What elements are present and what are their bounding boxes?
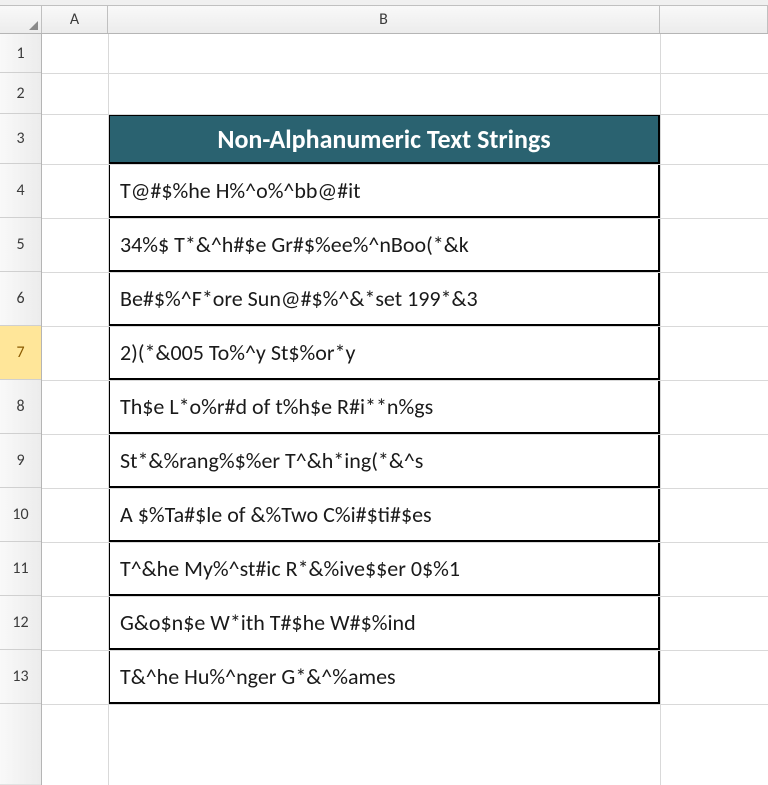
table-row[interactable]: Th$e L*o%r#d of t%h$e R#i**n%gs	[108, 380, 660, 434]
row-header-11[interactable]: 11	[0, 542, 41, 596]
table-header-cell[interactable]: Non-Alphanumeric Text Strings	[108, 114, 660, 164]
table-row[interactable]: G&o$n$e W*ith T#$he W#$%ind	[108, 596, 660, 650]
row-header-3[interactable]: 3	[0, 114, 41, 164]
row-header-10[interactable]: 10	[0, 488, 41, 542]
gridline	[42, 380, 768, 381]
row-header-2[interactable]: 2	[0, 73, 41, 114]
row-header-13[interactable]: 13	[0, 650, 41, 704]
row-header-4[interactable]: 4	[0, 164, 41, 218]
table-row[interactable]: T@#$%he H%^o%^bb@#it	[108, 164, 660, 218]
gridline	[42, 326, 768, 327]
table-row[interactable]: Be#$%^F*ore Sun@#$%^&*set 199*&3	[108, 272, 660, 326]
row-header-6[interactable]: 6	[0, 272, 41, 326]
row-header-pad	[0, 704, 41, 785]
column-header-A[interactable]: A	[42, 6, 108, 33]
row-header-strip: 12345678910111213	[0, 34, 42, 785]
gridline	[42, 434, 768, 435]
row-header-12[interactable]: 12	[0, 596, 41, 650]
gridline	[42, 704, 768, 705]
gridline	[42, 542, 768, 543]
column-header-B[interactable]: B	[108, 6, 660, 33]
row-header-8[interactable]: 8	[0, 380, 41, 434]
gridline	[42, 114, 768, 115]
select-all-corner[interactable]	[0, 6, 42, 33]
row-header-9[interactable]: 9	[0, 434, 41, 488]
gridline	[42, 650, 768, 651]
gridline	[42, 488, 768, 489]
gridline	[42, 272, 768, 273]
spreadsheet-view: A B 12345678910111213 Non-Alphanumeric T…	[0, 0, 768, 785]
row-header-7[interactable]: 7	[0, 326, 41, 380]
column-header-row: A B	[0, 6, 768, 34]
table-row[interactable]: 2)(*&005 To%^y St$%or*y	[108, 326, 660, 380]
gridline	[108, 34, 109, 785]
gridline	[42, 73, 768, 74]
table-row[interactable]: A $%Ta#$le of &%Two C%i#$ti#$es	[108, 488, 660, 542]
table-row[interactable]: St*&%rang%$%er T^&h*ing(*&^s	[108, 434, 660, 488]
gridline	[42, 596, 768, 597]
table-row[interactable]: T&^he Hu%^nger G*&^%ames	[108, 650, 660, 704]
table-row[interactable]: 34%$ T*&^h#$e Gr#$%ee%^nBoo(*&k	[108, 218, 660, 272]
table-row[interactable]: T^&he My%^st#ic R*&%ive$$er 0$%1	[108, 542, 660, 596]
data-table: Non-Alphanumeric Text StringsT@#$%he H%^…	[108, 114, 660, 704]
gridline	[42, 218, 768, 219]
gridline	[660, 34, 661, 785]
row-header-1[interactable]: 1	[0, 34, 41, 73]
cell-grid[interactable]: Non-Alphanumeric Text StringsT@#$%he H%^…	[42, 34, 768, 785]
gridline	[42, 164, 768, 165]
column-header-pad	[660, 6, 768, 33]
row-header-5[interactable]: 5	[0, 218, 41, 272]
